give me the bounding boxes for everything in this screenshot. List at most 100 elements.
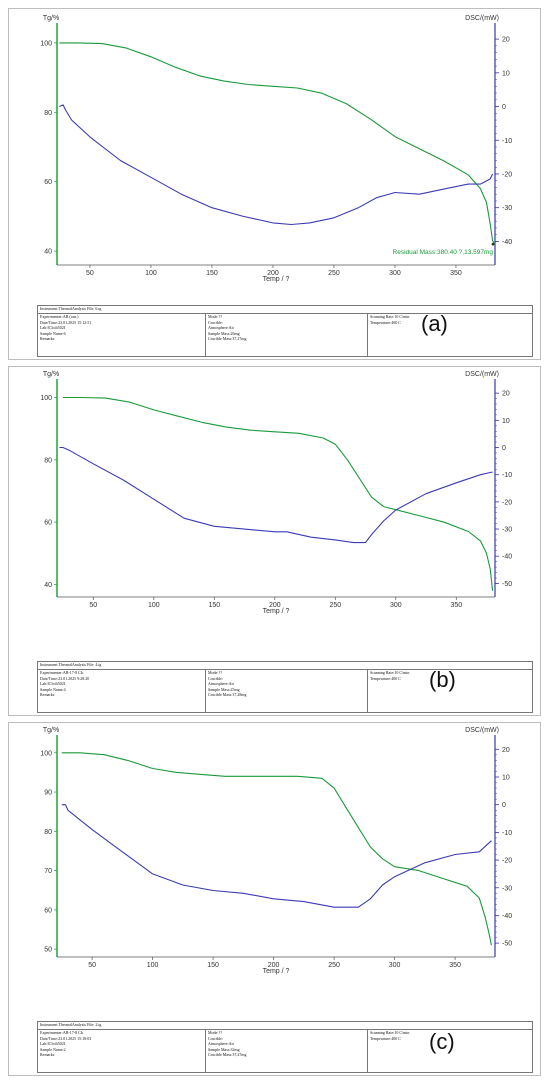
x-tick-label: 250 <box>328 962 340 969</box>
info-datetime: Date/Time:23.01.2025 15:18:03 <box>40 1035 92 1041</box>
right-tick-label: -10 <box>502 472 512 479</box>
info-sample-name: Sample Name:4 <box>40 686 66 692</box>
x-axis-title: Temp / ? <box>263 608 290 615</box>
dsc-curve <box>59 446 493 544</box>
right-tick-label: -20 <box>502 858 512 865</box>
info-sample-name: Sample Name:6 <box>40 330 66 336</box>
panel-b: Tg/% DSC/(mW) Temp / ? 50 100 150 200 250 300 350… <box>8 366 541 716</box>
info-temperature: Temperature:400 C <box>370 675 401 681</box>
info-scanning-rate: Scanning Rate:10 C/min <box>370 1030 410 1035</box>
panel-label-c: (c) <box>429 1029 455 1054</box>
right-tick-label: 10 <box>502 418 510 425</box>
info-col3-c: Scanning Rate:10 C/min Temperature:400 C <box>368 1030 534 1073</box>
info-crucible: Crucible: <box>208 319 223 325</box>
info-col3-b: Scanning Rate:10 C/min Temperature:400 C <box>368 670 534 713</box>
right-axis-title: DSC/(mW) <box>465 15 499 22</box>
info-lab: Lab:ICIo4t502I <box>40 681 66 687</box>
info-crucible: Crucible: <box>208 1035 223 1041</box>
left-tick-label: 60 <box>44 179 52 186</box>
tg-curve <box>59 42 496 245</box>
info-experimenter: Experimenter:AB (orn.) <box>40 314 79 319</box>
info-scanning-rate: Scanning Rate:10 C/min <box>370 670 410 675</box>
info-sample-mass: Sample Mass:25mg <box>208 686 240 692</box>
x-tick-label: 150 <box>206 270 218 277</box>
right-tick-label: 20 <box>502 747 510 754</box>
panel-a: Tg/% DSC/(mW) Temp / ? 50 100 150 200 250 300 350… <box>8 8 541 360</box>
right-tick-label: 20 <box>502 391 510 398</box>
left-tick-label: 80 <box>44 110 52 117</box>
right-tick-label: -40 <box>502 239 512 246</box>
x-tick-label: 350 <box>449 962 461 969</box>
right-tick-label: 0 <box>502 445 506 452</box>
x-tick-label: 50 <box>86 270 94 277</box>
info-datetime: Date/Time:23.01.2025 15:12:51 <box>40 319 92 325</box>
info-sample-mass: Sample Mass:26mg <box>208 330 240 336</box>
info-header-b: Instrument:ThermalAnalysis File: 4.tg <box>38 662 532 670</box>
right-tick-label: -30 <box>502 885 512 892</box>
x-tick-label: 300 <box>390 602 402 609</box>
info-scanning-rate: Scanning Rate:10 C/min <box>370 314 410 319</box>
x-tick-label: 350 <box>450 270 462 277</box>
left-tick-label: 100 <box>40 750 52 757</box>
info-col1-c: Experimenter:AB-17-8 Ch. Date/Time:23.01… <box>38 1030 206 1073</box>
left-tick-label: 60 <box>44 907 52 914</box>
left-tick-label: 70 <box>44 868 52 875</box>
right-axis-title: DSC/(mW) <box>465 371 499 378</box>
right-tick-label: 0 <box>502 104 506 111</box>
x-axis-title: Temp / ? <box>263 276 290 283</box>
left-tick-label: 40 <box>44 249 52 256</box>
x-tick-label: 250 <box>328 270 340 277</box>
left-tick-label: 60 <box>44 520 52 527</box>
right-tick-label: -10 <box>502 830 512 837</box>
residual-mass-annotation: Residual Mass:380.40 ?,13.597mg <box>393 249 494 256</box>
x-tick-label: 50 <box>88 962 96 969</box>
right-tick-label: -20 <box>502 499 512 506</box>
panel-label-a: (a) <box>421 311 448 336</box>
x-tick-label: 50 <box>89 602 97 609</box>
x-tick-label: 300 <box>389 962 401 969</box>
info-temperature: Temperature:400 C <box>370 319 401 325</box>
right-tick-label: -50 <box>502 941 512 948</box>
left-axis-title: Tg/% <box>43 371 59 378</box>
tg-curve <box>63 396 494 591</box>
info-col2-b: Mode:?? Crucible: Atmosphere:Air Sample … <box>206 670 368 713</box>
chart-b: Tg/% DSC/(mW)Temp / ?50 100 150 200 250 300 350… <box>40 371 512 615</box>
right-tick-label: -50 <box>502 581 512 588</box>
info-experimenter: Experimenter:AB-17-8 Ch. <box>40 1030 84 1035</box>
left-tick-label: 80 <box>44 829 52 836</box>
info-atmosphere: Atmosphere:Air <box>208 681 234 687</box>
info-mode: Mode:?? <box>208 1030 222 1035</box>
info-remarks: Remarks: <box>40 692 56 698</box>
x-tick-label: 200 <box>267 270 279 277</box>
info-header-c: Instrument:ThermalAnalysis File: 2.tg <box>38 1022 532 1030</box>
info-atmosphere: Atmosphere:Air <box>208 325 234 331</box>
x-tick-label: 350 <box>450 602 462 609</box>
info-atmosphere: Atmosphere:Air <box>208 1041 234 1047</box>
info-remarks: Remarks: <box>40 336 56 342</box>
left-tick-label: 100 <box>40 395 52 402</box>
info-table-a: Instrument:ThermalAnalysis File: 6.tg Ex… <box>37 305 533 357</box>
tg-curve <box>61 752 492 946</box>
x-tick-label: 150 <box>207 962 219 969</box>
right-tick-label: -20 <box>502 171 512 178</box>
x-tick-label: 300 <box>389 270 401 277</box>
left-tick-label: 90 <box>44 790 52 797</box>
x-tick-label: 150 <box>208 602 220 609</box>
info-sample-name: Sample Name:2 <box>40 1046 66 1052</box>
info-col2-c: Mode:?? Crucible: Atmosphere:Air Sample … <box>206 1030 368 1073</box>
chart-a: Tg/% DSC/(mW) Temp / ? 50 100 150 200 250 300 350… <box>40 15 512 283</box>
left-tick-label: 40 <box>44 582 52 589</box>
info-header-a: Instrument:ThermalAnalysis File: 6.tg <box>38 306 532 314</box>
info-sample-mass: Sample Mass:32mg <box>208 1046 240 1052</box>
x-tick-label: 100 <box>148 602 160 609</box>
residual-mass-marker <box>491 242 495 246</box>
left-axis-title: Tg/% <box>43 15 59 22</box>
right-tick-label: -40 <box>502 554 512 561</box>
x-tick-label: 250 <box>329 602 341 609</box>
info-datetime: Date/Time:23.01.2025 9:28:20 <box>40 675 90 681</box>
right-tick-label: -40 <box>502 913 512 920</box>
left-tick-label: 100 <box>40 40 52 47</box>
dsc-curve <box>61 804 492 908</box>
right-tick-label: -10 <box>502 138 512 145</box>
info-crucible-mass: Crucible Mass:37,28mg <box>208 692 247 698</box>
